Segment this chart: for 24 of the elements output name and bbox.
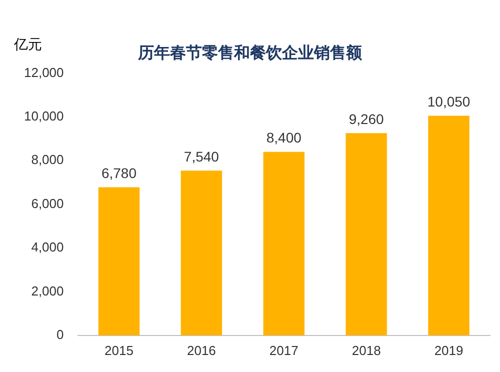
data-label: 8,400: [266, 130, 302, 146]
data-label: 10,050: [427, 94, 470, 110]
x-tick-label: 2019: [434, 342, 464, 358]
bar: [263, 152, 304, 336]
y-tick-label: 10,000: [24, 108, 64, 124]
data-label: 7,540: [184, 148, 220, 165]
x-tick-label: 2017: [269, 342, 298, 358]
y-tick-label: 8,000: [31, 152, 64, 168]
bar: [346, 133, 387, 336]
y-tick-label: 2,000: [31, 283, 64, 298]
y-tick-label: 6,000: [31, 196, 64, 211]
y-tick-label: 0: [56, 326, 64, 342]
y-tick-label: 12,000: [24, 64, 64, 80]
chart-title: 历年春节零售和餐饮企业销售额: [137, 44, 363, 62]
x-tick-label: 2018: [352, 342, 381, 358]
x-tick-label: 2015: [104, 342, 134, 358]
data-label: 6,780: [101, 165, 137, 182]
x-tick-label: 2016: [186, 342, 216, 358]
bar: [180, 170, 222, 336]
bar: [98, 187, 140, 336]
data-label: 9,260: [348, 110, 384, 127]
y-axis-title: 亿元: [13, 36, 42, 52]
bar: [428, 116, 470, 336]
y-tick-label: 4,000: [31, 240, 64, 255]
